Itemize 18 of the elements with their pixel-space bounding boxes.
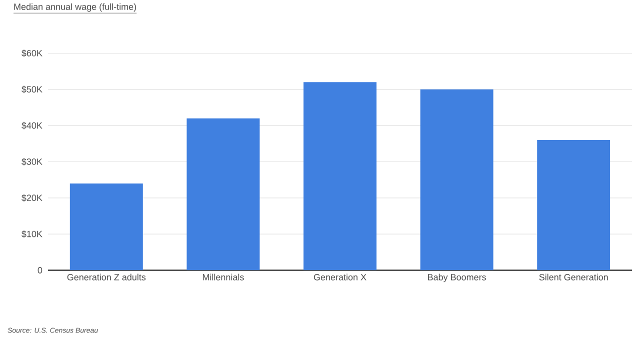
y-tick-label: $50K <box>22 86 42 93</box>
y-tick-label: $20K <box>22 194 42 202</box>
y-tick-label: $60K <box>22 49 42 57</box>
x-tick-label: Silent Generation <box>539 274 608 280</box>
bar <box>420 89 494 270</box>
bar <box>537 140 610 270</box>
x-tick-label: Baby Boomers <box>428 274 486 282</box>
y-tick-label: $40K <box>22 122 42 130</box>
x-tick-label: Generation Z adults <box>67 274 146 280</box>
y-tick-label: $10K <box>22 230 42 238</box>
bar <box>186 118 260 270</box>
y-tick-label: $30K <box>22 158 42 166</box>
bar <box>304 82 377 270</box>
x-tick-label: Generation X <box>314 274 366 280</box>
chart-title: Median annual wage (full-time) <box>14 3 136 12</box>
y-tick-label: 0 <box>38 266 42 274</box>
x-tick-label: Millennials <box>202 274 244 280</box>
bar <box>70 183 143 270</box>
